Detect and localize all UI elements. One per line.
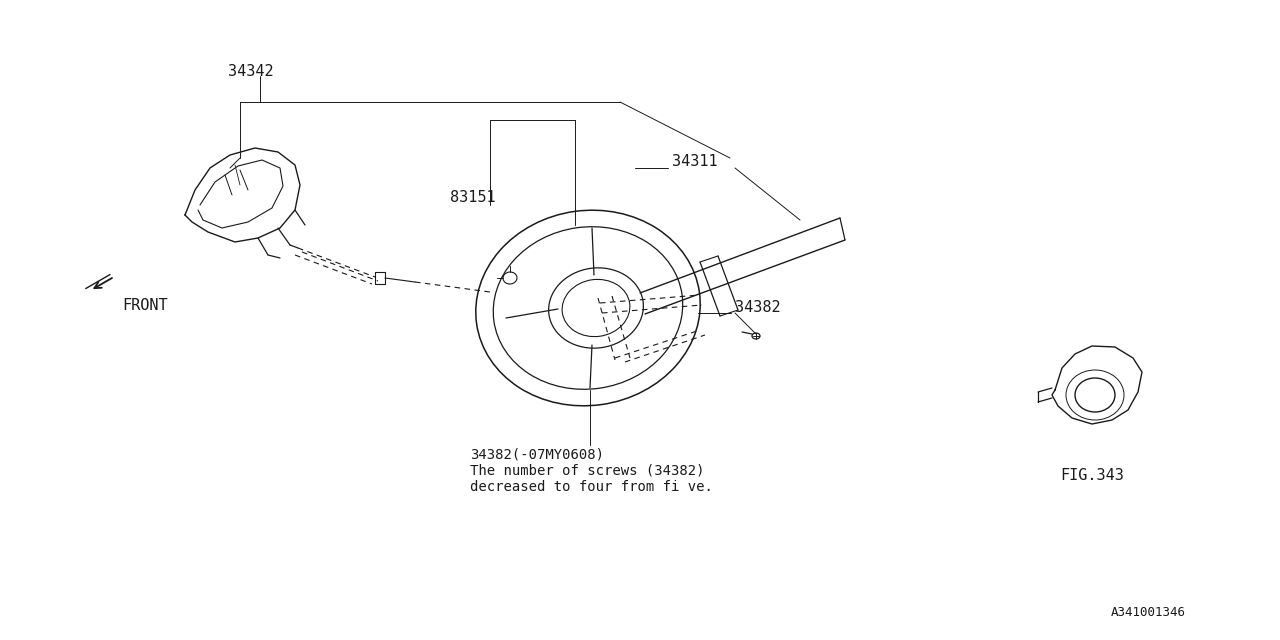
Text: 34382(-07MY0608): 34382(-07MY0608) — [470, 448, 604, 462]
Text: 34342: 34342 — [228, 65, 274, 79]
Text: 34382: 34382 — [735, 300, 781, 314]
Text: decreased to four from fi ve.: decreased to four from fi ve. — [470, 480, 713, 494]
Text: The number of screws (34382): The number of screws (34382) — [470, 464, 704, 478]
Text: 34311: 34311 — [672, 154, 718, 170]
Text: FRONT: FRONT — [122, 298, 168, 313]
Text: A341001346: A341001346 — [1111, 605, 1185, 618]
Text: 83151: 83151 — [451, 189, 495, 205]
Text: FIG.343: FIG.343 — [1060, 467, 1124, 483]
